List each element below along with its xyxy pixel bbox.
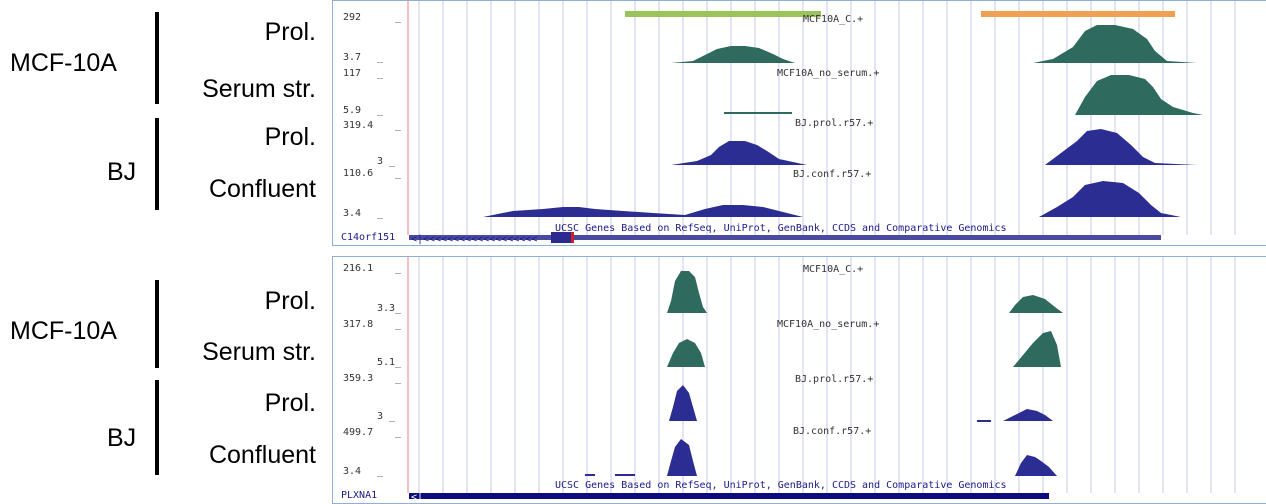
signal-peak — [585, 474, 595, 476]
track-max-value: 499.7 — [343, 427, 373, 438]
tick-mark: _ — [395, 357, 402, 368]
signal-peak — [615, 474, 635, 476]
track-min-value: 3.3 — [377, 303, 395, 314]
track-min-value: 3 — [377, 411, 383, 422]
signal-peak — [667, 339, 705, 367]
tick-mark: _ — [389, 411, 396, 422]
signal-peak — [483, 205, 803, 217]
condition-label: Prol. — [264, 18, 316, 46]
strand-arrows: <| — [411, 492, 423, 503]
track-min-value: 3 — [377, 156, 383, 167]
track-min-value: 3.4 — [343, 466, 361, 477]
cell-line-label: BJ — [107, 424, 137, 452]
signal-peak — [1009, 295, 1063, 313]
group-bracket — [155, 280, 159, 368]
tick-mark: _ — [377, 52, 384, 63]
signal-peak — [669, 385, 697, 421]
tick-mark: _ — [395, 373, 402, 384]
track-min-value: 3.4 — [343, 208, 361, 219]
track-name: BJ.conf.r57.+ — [793, 169, 871, 180]
track-max-value: 317.8 — [343, 319, 373, 330]
tick-mark: _ — [395, 319, 402, 330]
track-min-value: 5.9 — [343, 105, 361, 116]
signal-peak — [1045, 129, 1197, 165]
signal-peak — [1013, 331, 1061, 367]
tick-mark: _ — [395, 168, 402, 179]
gene-marker — [571, 232, 574, 243]
gene-body — [409, 235, 1161, 240]
group-bracket — [155, 380, 159, 475]
signal-peak — [724, 112, 792, 114]
signal-peak — [667, 271, 707, 313]
tick-mark: _ — [389, 156, 396, 167]
condition-label: Prol. — [264, 389, 316, 417]
tick-mark: _ — [395, 12, 402, 23]
strand-arrows: <|<<<<<<<<<<<<<<<<<<< — [411, 234, 537, 245]
gene-track-title: UCSC Genes Based on RefSeq, UniProt, Gen… — [555, 223, 1007, 234]
condition-label: Serum str. — [202, 75, 316, 103]
tick-mark: _ — [377, 105, 384, 116]
group-bracket — [155, 12, 159, 104]
grid-lines — [418, 257, 1236, 493]
genome-browser-panel-bottom: 216.1 _ MCF10A_C.+ 3.3 _ 317.8 _ MCF10A_… — [332, 256, 1266, 504]
gene-name: C14orf151 — [341, 232, 395, 243]
track-min-value: 5.1 — [377, 357, 395, 368]
region-highlight — [625, 11, 821, 17]
signal-peak — [671, 46, 795, 63]
cell-line-label: BJ — [107, 158, 137, 186]
tick-mark: _ — [377, 466, 384, 477]
track-name: MCF10A_C.+ — [803, 264, 863, 275]
condition-label: Prol. — [264, 123, 316, 151]
group-bracket — [155, 118, 159, 210]
track-max-value: 292 — [343, 12, 361, 23]
region-highlight — [981, 11, 1175, 17]
signal-peak — [1033, 25, 1197, 63]
track-min-value: 3.7 — [343, 52, 361, 63]
signal-peak — [667, 439, 697, 476]
condition-label: Confluent — [208, 441, 316, 469]
cell-line-label: MCF-10A — [10, 317, 117, 345]
track-max-value: 319.4 — [343, 120, 373, 131]
gene-exon — [551, 232, 573, 243]
signal-peak — [671, 141, 807, 165]
gene-name: PLXNA1 — [341, 490, 377, 501]
tick-mark: _ — [395, 427, 402, 438]
track-canvas-top: 292 _ MCF10A_C.+ 3.7 _ 117 _ MCF10A_no_s… — [341, 1, 1236, 245]
tick-mark: _ — [377, 68, 384, 79]
track-name: MCF10A_no_serum.+ — [777, 319, 879, 330]
track-max-value: 359.3 — [343, 373, 373, 384]
track-canvas-bottom: 216.1 _ MCF10A_C.+ 3.3 _ 317.8 _ MCF10A_… — [341, 257, 1236, 503]
signal-peak — [977, 420, 991, 422]
signal-peak — [1075, 75, 1203, 115]
gene-body — [409, 493, 1049, 499]
track-name: MCF10A_C.+ — [803, 14, 863, 25]
track-name: BJ.prol.r57.+ — [795, 374, 873, 385]
genome-browser-panel-top: 292 _ MCF10A_C.+ 3.7 _ 117 _ MCF10A_no_s… — [332, 0, 1266, 246]
tick-mark: _ — [395, 303, 402, 314]
tick-mark: _ — [395, 120, 402, 131]
gene-track-title: UCSC Genes Based on RefSeq, UniProt, Gen… — [555, 480, 1007, 491]
condition-label: Serum str. — [202, 338, 316, 366]
condition-label: Confluent — [208, 175, 316, 203]
track-max-value: 110.6 — [343, 168, 373, 179]
signal-peak — [1015, 455, 1057, 476]
signal-peak — [1003, 409, 1053, 421]
track-name: MCF10A_no_serum.+ — [777, 68, 879, 79]
signal-peak — [1039, 181, 1181, 217]
cell-line-label: MCF-10A — [10, 49, 117, 77]
track-max-value: 117 — [343, 68, 361, 79]
track-name: BJ.conf.r57.+ — [793, 426, 871, 437]
track-max-value: 216.1 — [343, 263, 373, 274]
tick-mark: _ — [395, 263, 402, 274]
track-name: BJ.prol.r57.+ — [795, 118, 873, 129]
condition-label: Prol. — [264, 287, 316, 315]
tick-mark: _ — [377, 208, 384, 219]
